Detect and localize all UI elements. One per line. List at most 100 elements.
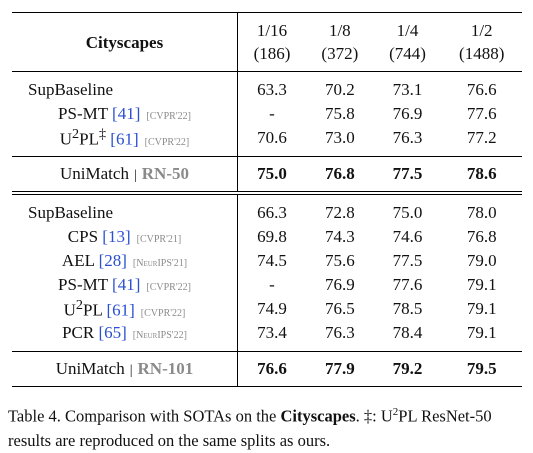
score: 70.2 (324, 80, 355, 99)
method-name: PS-MT (58, 104, 108, 123)
method-name: U (63, 300, 76, 320)
score: 75.0 (392, 203, 423, 222)
citation: [61] (110, 129, 139, 149)
caption: Table 4. Comparison with SOTAs on the Ci… (8, 400, 528, 453)
method-cell: UniMatch | RN-101 (12, 351, 238, 387)
score: 76.6 (237, 351, 306, 387)
split-ratio: 1/4 (396, 21, 419, 40)
score: 76.8 (305, 156, 374, 195)
score: 74.3 (324, 227, 355, 246)
score: - (269, 104, 275, 123)
method-superscript: 2 (72, 126, 80, 143)
score: 77.6 (392, 275, 423, 294)
venue: [CVPR'22] (144, 136, 190, 148)
method-row: PS-MT [41] [CVPR'22] - 75.8 76.9 77.6 (12, 102, 522, 126)
score: 76.5 (324, 299, 355, 318)
score: 69.8 (257, 227, 287, 246)
header-row: Cityscapes 1/16 (186) 1/8 (372) 1/4 (744) 1/2 (1… (12, 12, 522, 72)
method-name-rest: PL (82, 300, 103, 320)
score: 76.3 (392, 128, 423, 147)
venue: [CVPR'22] (146, 111, 191, 122)
score: 76.8 (466, 227, 497, 246)
score: 77.5 (373, 156, 442, 195)
split-count: (1488) (459, 44, 505, 63)
score: 75.8 (324, 104, 355, 123)
dataset-name: Cityscapes (85, 32, 164, 52)
method-cell: U2PL [61] [CVPR'22] (12, 297, 238, 321)
venue: [CVPR'21] (136, 234, 182, 245)
method-cell: SupBaseline (12, 71, 238, 102)
score: 73.1 (392, 80, 423, 99)
method-cell: PCR [65] [NeurIPS'22] (12, 321, 238, 352)
score: 75.0 (237, 156, 306, 195)
score: 77.2 (466, 128, 497, 147)
method-row: U2PL‡ [61] [CVPR'22] 70.6 73.0 76.3 77.2 (12, 126, 522, 157)
separator: | (129, 363, 133, 378)
score: 74.5 (257, 251, 287, 270)
score: 74.6 (392, 227, 423, 246)
method-row: PCR [65] [NeurIPS'22] 73.4 76.3 78.4 79.1 (12, 321, 522, 352)
caption-text: PL ResNet-50 results are reproduced on t… (8, 406, 492, 450)
method-cell: U2PL‡ [61] [CVPR'22] (12, 126, 238, 157)
score: 66.3 (257, 203, 287, 222)
method-cell: PS-MT [41] [CVPR'22] (12, 273, 238, 297)
score: 76.9 (392, 104, 423, 123)
citation: [28] (98, 251, 127, 270)
split-header: 1/8 (372) (305, 12, 374, 72)
split-count: (372) (321, 44, 359, 63)
header-title: Cityscapes (12, 12, 238, 72)
citation: [65] (98, 323, 127, 342)
method-row: CPS [13] [CVPR'21] 69.8 74.3 74.6 76.8 (12, 225, 522, 249)
split-header: 1/16 (186) (237, 12, 306, 72)
score: 78.5 (392, 299, 423, 318)
backbone: RN-50 (141, 164, 189, 183)
caption-text: Cityscapes (280, 406, 356, 426)
split-ratio: 1/8 (328, 21, 351, 40)
score: 77.6 (466, 104, 497, 123)
score: 76.6 (466, 80, 497, 99)
score: 79.1 (466, 299, 497, 318)
method-name: AEL (61, 251, 95, 270)
score: 76.9 (324, 275, 355, 294)
method-row: AEL [28] [NeurIPS'21] 74.5 75.6 77.5 79.0 (12, 249, 522, 273)
method-cell: CPS [13] [CVPR'21] (12, 225, 238, 249)
method-cell: AEL [28] [NeurIPS'21] (12, 249, 238, 273)
score: 79.1 (466, 275, 497, 294)
method-row: U2PL [61] [CVPR'22] 74.9 76.5 78.5 79.1 (12, 297, 522, 321)
citation: [41] (112, 275, 141, 294)
method-name: SupBaseline (28, 80, 113, 99)
score: - (269, 275, 275, 294)
split-header: 1/2 (1488) (441, 12, 522, 72)
caption-text: Table 4. Comparison with SOTAs on the (8, 406, 281, 426)
score: 78.6 (441, 156, 522, 195)
method-name: UniMatch (60, 164, 129, 183)
score: 77.9 (305, 351, 374, 387)
split-count: (744) (389, 44, 426, 63)
caption-text: 2 (392, 406, 399, 418)
score: 79.1 (466, 323, 497, 342)
method-name: UniMatch (55, 359, 125, 378)
method-mark: ‡ (98, 126, 107, 143)
score: 73.4 (257, 323, 287, 342)
split-ratio: 1/2 (470, 21, 493, 40)
score: 77.5 (392, 251, 423, 270)
score: 76.3 (324, 323, 355, 342)
score: 63.3 (257, 80, 287, 99)
citation: [13] (102, 227, 131, 246)
method-superscript: 2 (75, 297, 83, 314)
citation: [41] (112, 104, 141, 123)
method-row: SupBaseline 63.3 70.2 73.1 76.6 (12, 71, 522, 102)
split-count: (186) (253, 44, 291, 63)
method-cell: SupBaseline (12, 193, 238, 225)
results-table: Cityscapes 1/16 (186) 1/8 (372) 1/4 (744) 1/2 (1… (12, 12, 522, 387)
score: 79.0 (466, 251, 497, 270)
method-cell: UniMatch | RN-50 (12, 156, 238, 195)
caption-text: . ‡: U (355, 406, 393, 426)
ours-row: UniMatch | RN-101 76.6 77.9 79.2 79.5 (12, 351, 522, 387)
method-name-rest: PL (79, 129, 99, 149)
split-ratio: 1/16 (256, 21, 288, 40)
method-row: PS-MT [41] [CVPR'22] - 76.9 77.6 79.1 (12, 273, 522, 297)
method-cell: PS-MT [41] [CVPR'22] (12, 102, 238, 126)
method-row: SupBaseline 66.3 72.8 75.0 78.0 (12, 193, 522, 225)
score: 74.9 (257, 299, 287, 318)
